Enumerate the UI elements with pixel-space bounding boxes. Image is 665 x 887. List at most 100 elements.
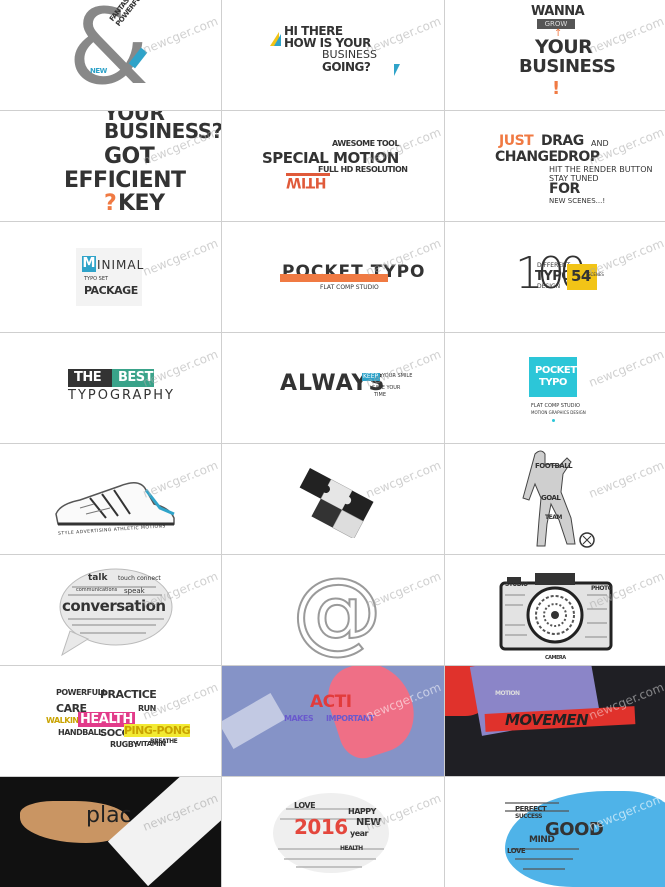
cloud-word: BREATHE (150, 738, 178, 745)
tile-best-typography[interactable]: THE BEST TYPOGRAPHY newcger.com (0, 333, 221, 443)
tile-sneaker[interactable]: STYLE ADVERTISING ATHLETIC MOTIONS newcg… (0, 444, 221, 554)
cloud-word: MAKES (284, 714, 314, 723)
heading-line-mirrored: WITH (286, 174, 326, 190)
tile-football-player[interactable]: FOOTBALL GOAL TEAM newcger.com (445, 444, 665, 554)
heading-line: AND (591, 139, 609, 148)
small-label: SAVE YOUR (372, 385, 401, 391)
tile-drag-drop[interactable]: JUST DRAG AND CHANGE DROP HIT THE RENDER… (445, 111, 665, 221)
paint-white (107, 777, 221, 887)
small-label: FLAT COMP STUDIO (531, 403, 580, 409)
cloud-word: HANDBALL (58, 728, 103, 737)
tile-puzzle[interactable]: newcger.com (222, 444, 444, 554)
heading-line: DESIGN (537, 283, 561, 290)
heading-line: FOR (549, 181, 580, 197)
cloud-word: CARE (56, 702, 87, 715)
cloud-word: LOVE (294, 801, 316, 810)
tile-activity-paint[interactable]: ACTI MAKES IMPORTANT newcger.com (222, 666, 444, 776)
cloud-word: LOVE (507, 847, 526, 855)
tile-pocket-typo-bar[interactable]: POCKET TYPO FLAT COMP STUDIO newcger.com (222, 222, 444, 332)
cloud-word: GOOD (545, 819, 604, 840)
heading-line: TYPO (535, 269, 572, 284)
heading-line: BEST (118, 370, 154, 385)
exclaim: ! (552, 78, 560, 99)
tile-hi-there[interactable]: HI THERE HOW IS YOUR BUSINESS GOING? new… (222, 0, 444, 110)
cloud-word: WALKING (46, 716, 85, 725)
heading-line: BUSINESS (322, 48, 377, 61)
small-label: YOUR SMILE (382, 373, 413, 379)
tile-minimal-package[interactable]: M INIMAL TYPO SET PACKAGE newcger.com (0, 222, 221, 332)
question-mark: ? (104, 191, 117, 216)
tile-special-motion[interactable]: AWESOME TOOL SPECIAL MOTION FULL HD RESO… (222, 111, 444, 221)
tile-movement[interactable]: MOVEMEN MOTION newcger.com (445, 666, 665, 776)
cloud-word: talk (88, 573, 108, 583)
small-label: MOTION GRAPHICS DESIGN (531, 410, 586, 415)
heading-line: POCKET (535, 365, 577, 376)
cloud-word: RUGBY (110, 740, 139, 749)
tile-always-keep[interactable]: ALWAYS KEEP YOUR SMILE SAVE YOUR TIME ne… (222, 333, 444, 443)
heading-line: TYPO (539, 377, 567, 388)
tile-2016-cloud[interactable]: 2016 HAPPY NEW year LOVE HEALTH newcger.… (222, 777, 444, 887)
heading-line: SPECIAL MOTION (262, 149, 399, 167)
m-letter: M (82, 256, 96, 271)
typo-small-label: NEW (90, 67, 107, 75)
tile-camera[interactable]: STUDIO PHOTO CAMERA newcger.com (445, 555, 665, 665)
heading-line: SCENES (588, 272, 604, 277)
word-cloud-shape (505, 802, 579, 870)
cloud-word: touch connect (118, 575, 161, 582)
red-bar (286, 173, 330, 176)
tile-at-sign[interactable]: @ newcger.com (222, 555, 444, 665)
at-sign-icon: @ (291, 558, 383, 665)
heading-line: TYPOGRAPHY (68, 388, 175, 403)
heading-line: GOT (104, 144, 155, 169)
cloud-word: conversation (62, 597, 166, 615)
cloud-word: FOOTBALL (535, 462, 573, 470)
tile-100-different[interactable]: 100 DIFFERENT TYPO DESIGN 54 SCENES newc… (445, 222, 665, 332)
yellow-box (567, 264, 597, 290)
arrow-icon: ↑ (554, 28, 563, 39)
heading-line: AWESOME TOOL (332, 139, 400, 148)
cloud-word: PERFECT (515, 805, 547, 813)
heading-line: HIT THE RENDER BUTTON (549, 165, 653, 174)
orange-bar (280, 274, 388, 282)
heading-line: BUSINESS? (104, 119, 221, 143)
cloud-word: communications (76, 587, 118, 593)
tile-ampersand-typo[interactable]: & FANTASTIC POWERFULL NEW newcger.com (0, 0, 221, 110)
tile-conversation[interactable]: talk touch connect communications speak … (0, 555, 221, 665)
sneaker-icon (55, 482, 175, 526)
teal-badge (529, 357, 577, 397)
tile-sports-words[interactable]: POWERFULL PRACTICE CARE WALKING HEALTH H… (0, 666, 221, 776)
grow-label: GROW (544, 20, 568, 28)
cloud-word: MOTION (495, 690, 520, 697)
cloud-word: speak (124, 587, 145, 595)
tile-good-mind[interactable]: PERFECT SUCCESS GOOD MIND LOVE newcger.c… (445, 777, 665, 887)
camera-icon (499, 573, 613, 651)
cloud-word: RUN (138, 704, 156, 713)
cloud-word: MIND (529, 835, 555, 845)
small-label: TIME (374, 392, 387, 398)
heading-line: YOUR (104, 111, 165, 125)
tile-pocket-typo-badge[interactable]: POCKET TYPO FLAT COMP STUDIO MOTION GRAP… (445, 333, 665, 443)
tri-decor (274, 34, 281, 46)
m-box: M (82, 256, 96, 272)
tile-wanna-grow[interactable]: WANNA GROW ↑ YOUR BUSINESS ! newcger.com (445, 0, 665, 110)
football-player-icon (522, 450, 595, 548)
cloud-word: PRACTICE (100, 688, 157, 701)
tile-place-paint[interactable]: plac newcger.com (0, 777, 221, 887)
heading-line: JUST (499, 133, 534, 149)
cloud-word: TEAM (545, 514, 562, 521)
watermark: newcger.com (587, 14, 665, 57)
cloud-word-highlight: 2016 (294, 815, 348, 839)
cloud-word: PHOTO (591, 585, 613, 592)
tri-decor (394, 64, 400, 76)
dot-icon (552, 419, 555, 422)
heading-line: KEY (118, 191, 165, 216)
cloud-word: plac (86, 803, 132, 828)
tile-your-business-key[interactable]: YOUR BUSINESS? GOT EFFICIENT ? KEY newcg… (0, 111, 221, 221)
heading-line: DRAG (541, 133, 584, 149)
heading-line: TYPO SET (84, 276, 109, 282)
watermark: newcger.com (587, 347, 665, 390)
cloud-word: STUDIO (505, 581, 528, 588)
cloud-word: MOVEMEN (505, 711, 589, 729)
heading-line: WANNA (531, 4, 585, 19)
